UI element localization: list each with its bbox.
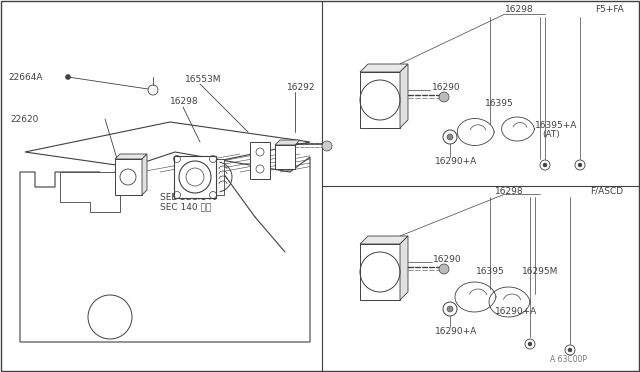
Polygon shape	[115, 154, 147, 159]
Polygon shape	[275, 140, 300, 145]
Text: 16290: 16290	[433, 256, 461, 264]
Polygon shape	[25, 122, 310, 172]
Polygon shape	[250, 142, 270, 179]
Polygon shape	[177, 159, 224, 195]
Text: A 63C00P: A 63C00P	[550, 356, 587, 365]
Text: 16553M: 16553M	[185, 76, 221, 84]
Text: F/ASCD: F/ASCD	[590, 186, 623, 196]
Polygon shape	[275, 145, 295, 169]
Circle shape	[568, 348, 572, 352]
Polygon shape	[400, 236, 408, 300]
Text: SEE SEC.140: SEE SEC.140	[160, 192, 218, 202]
Polygon shape	[174, 156, 216, 198]
Polygon shape	[360, 64, 408, 72]
Text: 16395: 16395	[476, 267, 505, 276]
Polygon shape	[360, 72, 400, 128]
Text: 16290+A: 16290+A	[435, 157, 477, 167]
Text: 16292: 16292	[287, 83, 316, 92]
Text: 16295M: 16295M	[522, 267, 558, 276]
Circle shape	[322, 141, 332, 151]
Text: 16290+A: 16290+A	[435, 327, 477, 337]
Polygon shape	[360, 244, 400, 300]
Text: 22620: 22620	[10, 115, 38, 124]
Text: 16298: 16298	[170, 97, 198, 106]
Polygon shape	[400, 64, 408, 128]
Text: SEC 140 参照: SEC 140 参照	[160, 202, 211, 212]
Text: F5+FA: F5+FA	[595, 6, 624, 15]
Polygon shape	[60, 172, 120, 212]
Polygon shape	[20, 152, 310, 342]
Text: 16298: 16298	[505, 6, 534, 15]
Circle shape	[543, 163, 547, 167]
Circle shape	[447, 134, 453, 140]
Polygon shape	[360, 236, 408, 244]
Polygon shape	[142, 154, 147, 195]
Text: 22664A: 22664A	[8, 73, 42, 81]
Circle shape	[439, 264, 449, 274]
Circle shape	[528, 342, 532, 346]
Text: 16298: 16298	[495, 186, 524, 196]
Text: 16395+A: 16395+A	[535, 121, 577, 129]
Text: 16290+A: 16290+A	[495, 308, 537, 317]
Circle shape	[65, 74, 70, 80]
Text: (AT): (AT)	[542, 129, 560, 138]
Circle shape	[578, 163, 582, 167]
Circle shape	[439, 92, 449, 102]
Text: 16290: 16290	[432, 83, 461, 93]
Circle shape	[447, 306, 453, 312]
Text: 16395: 16395	[485, 99, 514, 109]
Polygon shape	[115, 159, 142, 195]
